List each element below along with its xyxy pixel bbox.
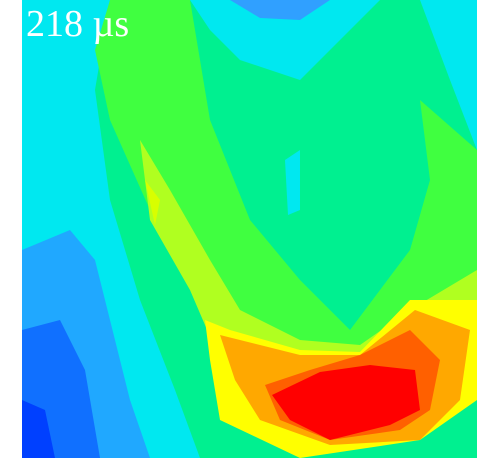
deepest-blue-region <box>22 400 55 458</box>
yellow-spot <box>145 180 160 225</box>
time-label: 218 µs <box>26 3 130 45</box>
cyan-spot <box>285 150 300 215</box>
red-region <box>272 365 420 440</box>
top-blue <box>230 0 330 20</box>
green-band <box>95 0 477 360</box>
top-cyan <box>190 0 380 80</box>
right-cyan <box>420 0 477 150</box>
